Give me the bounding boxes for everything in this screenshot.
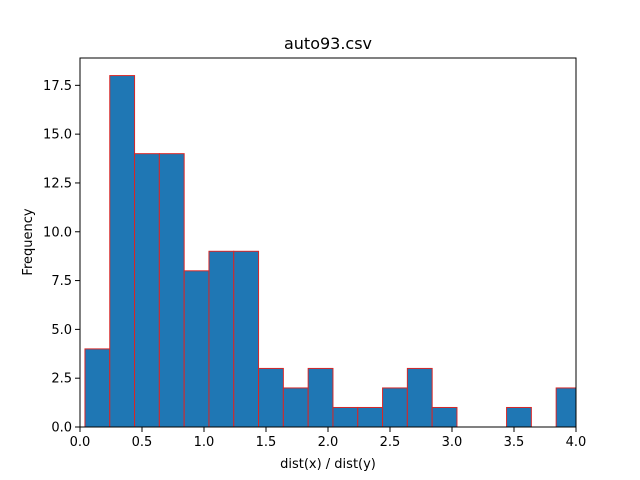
x-axis-label: dist(x) / dist(y) bbox=[280, 457, 376, 472]
y-tick-label: 15.0 bbox=[43, 128, 72, 143]
y-axis-label: Frequency bbox=[21, 208, 36, 275]
x-axis-ticks: 0.0 0.5 1.0 1.5 2.0 2.5 3.0 3.5 4.0 bbox=[70, 427, 587, 450]
histogram-bar bbox=[258, 367, 284, 427]
y-tick-label: 5.0 bbox=[51, 323, 72, 338]
y-tick-label: 10.0 bbox=[43, 225, 72, 240]
histogram-bar bbox=[332, 406, 359, 427]
histogram-bar bbox=[84, 348, 111, 427]
histogram-bar bbox=[282, 387, 309, 427]
x-tick-label: 3.5 bbox=[504, 435, 525, 450]
histogram-bar bbox=[431, 406, 458, 427]
histogram-bar bbox=[109, 75, 136, 427]
histogram-bar bbox=[183, 270, 210, 427]
histogram-bar bbox=[406, 367, 433, 427]
histogram-bar bbox=[307, 367, 334, 427]
bars-group bbox=[84, 75, 576, 427]
histogram-bar bbox=[382, 387, 408, 427]
y-tick-label: 2.5 bbox=[51, 372, 72, 387]
y-tick-label: 17.5 bbox=[43, 79, 72, 94]
y-tick-label: 0.0 bbox=[51, 421, 72, 436]
histogram-bar bbox=[357, 406, 384, 427]
x-tick-label: 2.0 bbox=[318, 435, 339, 450]
histogram-bar bbox=[506, 406, 532, 427]
x-tick-label: 4.0 bbox=[566, 435, 587, 450]
histogram-bar bbox=[208, 250, 235, 427]
x-tick-label: 3.0 bbox=[442, 435, 463, 450]
x-tick-label: 2.5 bbox=[380, 435, 401, 450]
histogram-bar bbox=[158, 153, 185, 427]
y-tick-label: 12.5 bbox=[43, 176, 72, 191]
histogram-bar bbox=[233, 250, 260, 427]
x-tick-label: 0.0 bbox=[70, 435, 91, 450]
x-tick-label: 1.5 bbox=[256, 435, 277, 450]
x-tick-label: 0.5 bbox=[132, 435, 153, 450]
y-tick-label: 7.5 bbox=[51, 274, 72, 289]
plot-frame bbox=[79, 57, 577, 428]
chart-title: auto93.csv bbox=[284, 34, 372, 53]
x-tick-label: 1.0 bbox=[194, 435, 215, 450]
histogram-bar bbox=[134, 153, 160, 427]
y-axis-ticks: 0.0 2.5 5.0 7.5 10.0 12.5 15.0 17.5 bbox=[43, 79, 80, 436]
histogram-bar bbox=[555, 387, 576, 427]
